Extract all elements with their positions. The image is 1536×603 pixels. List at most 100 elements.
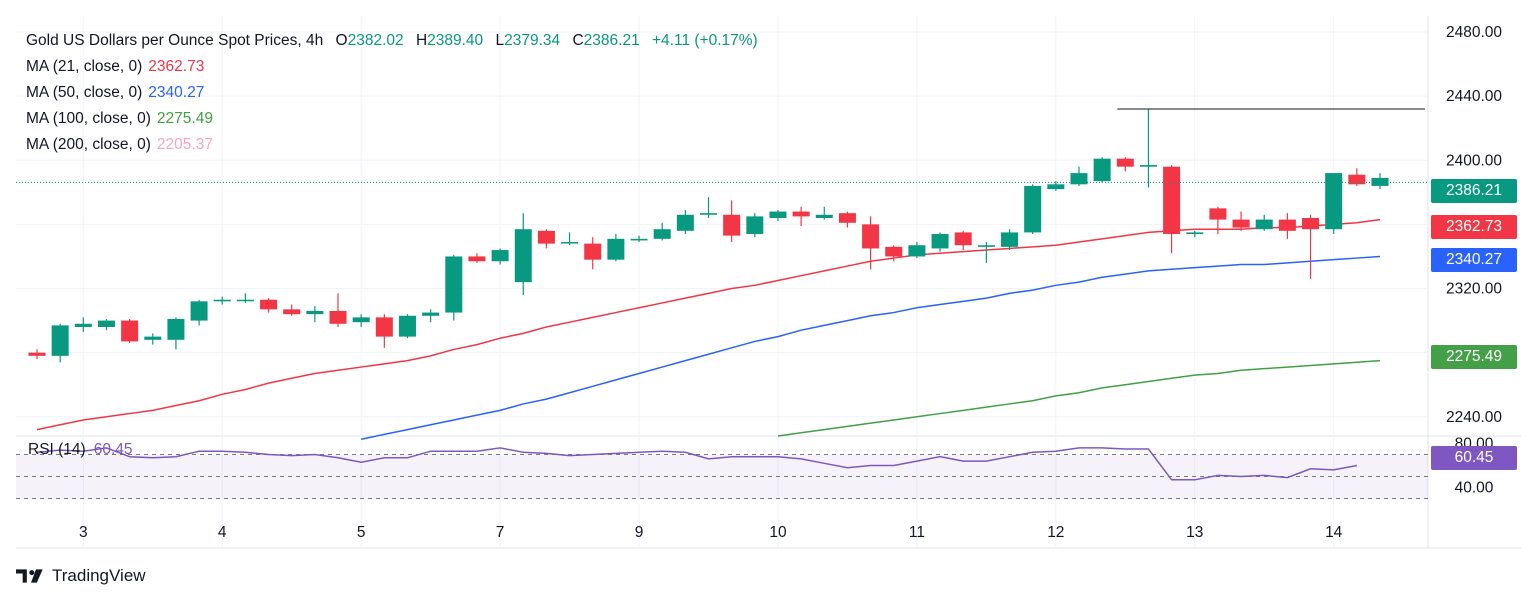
candle-body <box>1348 174 1366 185</box>
candle-body <box>213 299 231 302</box>
candle-body <box>1093 158 1111 182</box>
time-tick-label: 9 <box>635 524 644 541</box>
open-label: O <box>335 32 348 49</box>
low-value: 2379.34 <box>504 32 561 49</box>
ma100-line <box>777 359 1381 437</box>
candle-body <box>1070 173 1088 185</box>
ma50-label: MA (50, close, 0) <box>26 84 143 101</box>
candle-body <box>1371 177 1389 186</box>
candle-body <box>1302 217 1320 230</box>
legend-ma200[interactable]: MA (200, close, 0) 2205.37 <box>26 132 758 158</box>
candle-body <box>838 213 856 223</box>
legend-ma21[interactable]: MA (21, close, 0) 2362.73 <box>26 54 758 80</box>
high-value: 2389.40 <box>427 32 484 49</box>
symbol-title[interactable]: Gold US Dollars per Ounce Spot Prices, 4… <box>26 32 324 49</box>
time-tick-label: 7 <box>496 524 505 541</box>
legend-ma100[interactable]: MA (100, close, 0) 2275.49 <box>26 106 758 132</box>
time-tick-label: 10 <box>769 524 787 541</box>
candle-body <box>977 245 995 247</box>
time-tick-label: 13 <box>1186 524 1203 541</box>
time-tick-label: 11 <box>909 524 925 541</box>
candle-body <box>792 211 810 217</box>
ma50-line <box>361 255 1381 440</box>
candle-body <box>723 214 741 236</box>
ma50-value: 2340.27 <box>148 84 205 101</box>
time-tick-label: 14 <box>1325 524 1343 541</box>
moving-average-lines <box>36 218 1381 440</box>
time-tick-label: 4 <box>218 524 227 541</box>
candle-body <box>908 245 926 257</box>
low-label: L <box>495 32 505 49</box>
candle-body <box>1116 158 1134 167</box>
candle-body <box>885 246 903 257</box>
candle-body <box>28 352 46 356</box>
grid-lines <box>16 16 1522 549</box>
candle-body <box>815 214 833 218</box>
candle-body <box>700 213 717 215</box>
high-label: H <box>415 32 428 49</box>
candle-body <box>676 214 694 231</box>
candle-body <box>769 211 787 218</box>
tradingview-brand[interactable]: TradingView <box>16 566 146 586</box>
candle-body <box>260 299 278 310</box>
ma21-line <box>36 218 1381 431</box>
last-price-badge: 2386.21 <box>1431 179 1517 203</box>
candle-body <box>445 256 463 313</box>
candle-body <box>607 238 625 260</box>
price-tick-label: 2480.00 <box>1446 24 1502 41</box>
chart-legend: Gold US Dollars per Ounce Spot Prices, 4… <box>26 28 758 158</box>
candle-body <box>1163 166 1181 235</box>
candle-body <box>1047 184 1065 190</box>
ma21-label: MA (21, close, 0) <box>26 58 143 75</box>
ma50-badge: 2340.27 <box>1431 248 1517 272</box>
legend-ma50[interactable]: MA (50, close, 0) 2340.27 <box>26 80 758 106</box>
ma100-value: 2275.49 <box>156 110 213 127</box>
rsi-legend[interactable]: RSI (14) 60.45 <box>28 441 133 459</box>
brand-name: TradingView <box>52 566 146 585</box>
ma21-value: 2362.73 <box>148 58 205 75</box>
time-tick-label: 12 <box>1047 524 1064 541</box>
rsi-label: RSI (14) <box>28 441 86 458</box>
candlesticks <box>28 108 1389 363</box>
price-axis[interactable]: 2480.002440.002400.002320.002240.0080.00… <box>1446 24 1502 496</box>
candle-body <box>954 232 972 246</box>
candle-body <box>1325 173 1343 230</box>
time-tick-label: 5 <box>357 524 366 541</box>
candle-body <box>74 323 92 327</box>
candle-body <box>630 238 648 241</box>
candle-body <box>306 310 324 315</box>
candle-body <box>584 243 602 260</box>
candle-body <box>1186 232 1204 235</box>
ma200-label: MA (200, close, 0) <box>26 136 151 153</box>
candle-body <box>352 317 370 323</box>
candle-body <box>514 229 532 283</box>
rsi-tick-label: 40.00 <box>1455 480 1494 497</box>
candle-body <box>329 310 347 324</box>
ma200-value: 2205.37 <box>156 136 213 153</box>
candle-body <box>51 325 69 356</box>
ma100-badge: 2275.49 <box>1431 345 1517 369</box>
overlays <box>16 108 1428 183</box>
candle-body <box>491 250 509 262</box>
candle-body <box>746 216 764 235</box>
candle-body <box>1255 219 1273 230</box>
rsi-value: 60.45 <box>93 441 133 458</box>
candle-body <box>422 312 440 316</box>
candle-body <box>653 229 671 239</box>
ma21-badge: 2362.73 <box>1431 215 1517 239</box>
close-value: 2386.21 <box>583 32 640 49</box>
candle-body <box>283 309 301 315</box>
price-tick-label: 2320.00 <box>1446 281 1502 298</box>
candle-body <box>398 315 416 337</box>
candle-body <box>1001 232 1019 247</box>
rsi-badge: 60.45 <box>1431 446 1517 470</box>
tradingview-logo-icon <box>16 569 43 583</box>
ma100-label: MA (100, close, 0) <box>26 110 151 127</box>
candle-body <box>190 301 208 321</box>
price-tick-label: 2240.00 <box>1446 409 1502 426</box>
candle-body <box>1232 219 1250 228</box>
rsi-line <box>36 447 1357 481</box>
candle-body <box>144 336 162 340</box>
time-axis[interactable]: 3 4 5 7 9 10 11 12 13 14 <box>79 524 1343 541</box>
